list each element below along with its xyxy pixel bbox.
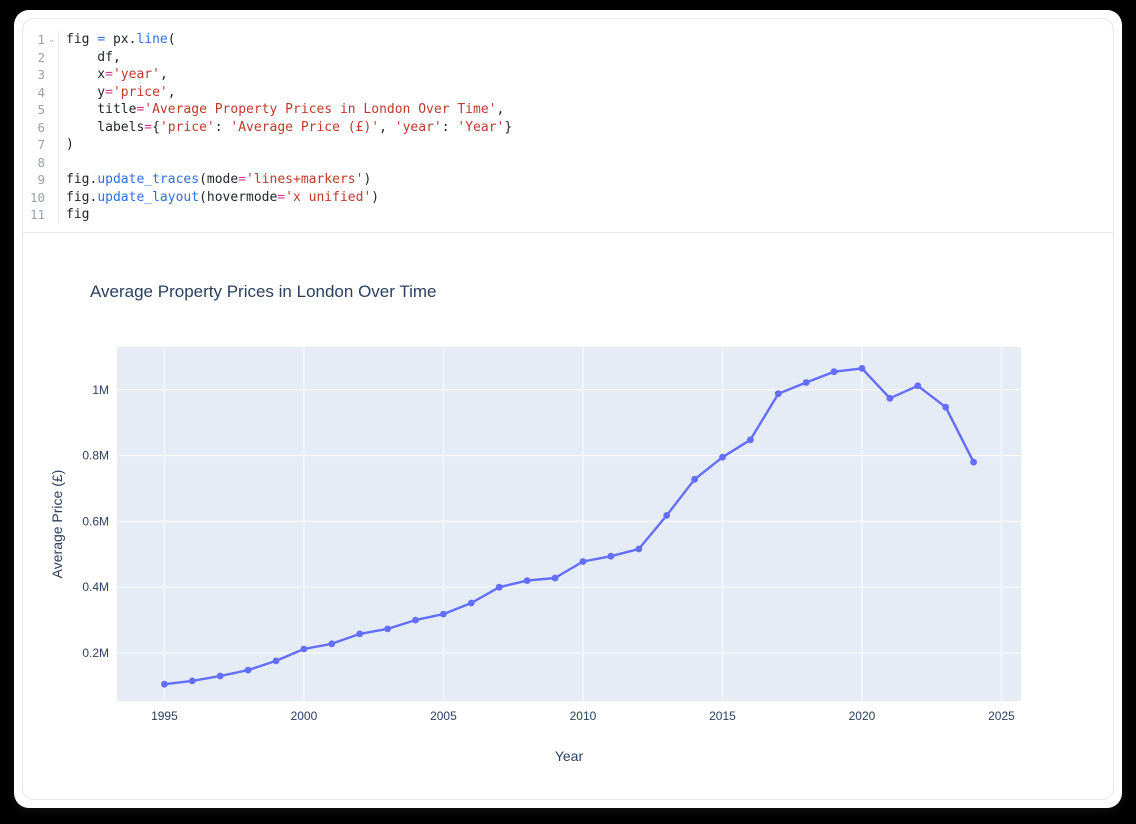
- data-point-marker[interactable]: [272, 657, 280, 664]
- data-point-marker[interactable]: [188, 677, 196, 684]
- code-text[interactable]: df,: [58, 48, 1113, 66]
- data-point-marker[interactable]: [244, 666, 252, 673]
- data-point-marker[interactable]: [942, 403, 950, 411]
- fold-spacer: [45, 49, 58, 67]
- plotly-chart[interactable]: 1995 2000 2005 2010 2015 2020 2025 0.2M 0.4M 0.6M…: [23, 233, 1114, 801]
- data-point-marker[interactable]: [412, 616, 419, 623]
- y-tick-label: 0.6M: [82, 514, 109, 528]
- code-text[interactable]: fig.update_traces(mode='lines+markers'): [58, 171, 1113, 189]
- code-line[interactable]: 7): [23, 136, 1113, 154]
- x-axis-title: Year: [555, 748, 584, 764]
- notebook-cell: 1 ⌄ fig = px.line(2 df, 3 x='year', 4 y='pri…: [22, 18, 1114, 800]
- code-text[interactable]: x='year',: [58, 66, 1113, 84]
- line-number: 10: [29, 189, 45, 205]
- data-point-marker[interactable]: [467, 599, 475, 606]
- data-point-marker[interactable]: [886, 394, 894, 402]
- cell-output: 1995 2000 2005 2010 2015 2020 2025 0.2M 0.4M 0.6M…: [23, 233, 1114, 801]
- y-tick-label: 0.4M: [82, 580, 109, 594]
- code-text[interactable]: labels={'price': 'Average Price (£)', 'y…: [58, 118, 1113, 136]
- line-number: 7: [37, 137, 45, 152]
- line-number: 4: [37, 84, 45, 100]
- code-line[interactable]: 11 fig: [23, 206, 1113, 224]
- line-number: 5: [37, 102, 45, 117]
- code-line[interactable]: 4 y='price',: [23, 83, 1113, 102]
- x-tick-label: 2015: [709, 709, 736, 723]
- data-point-marker[interactable]: [551, 574, 559, 581]
- code-line[interactable]: 10 fig.update_layout(hovermode='x unified…: [23, 188, 1113, 207]
- data-point-marker[interactable]: [635, 545, 643, 552]
- data-point-marker[interactable]: [161, 680, 168, 688]
- code-line[interactable]: 6 labels={'price': 'Average Price (£)', …: [23, 118, 1113, 137]
- data-point-marker[interactable]: [356, 630, 364, 637]
- line-number: 11: [29, 207, 45, 222]
- code-line[interactable]: 5 title='Average Property Prices in Lond…: [23, 101, 1113, 119]
- data-point-marker[interactable]: [691, 475, 698, 483]
- data-point-marker[interactable]: [216, 672, 224, 679]
- data-point-marker[interactable]: [579, 557, 587, 565]
- y-tick-label: 0.8M: [82, 448, 109, 462]
- x-tick-label: 2005: [430, 709, 457, 723]
- data-point-marker[interactable]: [774, 389, 782, 397]
- code-text[interactable]: y='price',: [58, 83, 1113, 101]
- code-line[interactable]: 8: [23, 153, 1113, 172]
- data-point-marker[interactable]: [328, 639, 336, 647]
- code-text[interactable]: fig = px.line(: [58, 31, 1113, 49]
- data-point-marker[interactable]: [719, 453, 726, 461]
- code-line[interactable]: 1 ⌄ fig = px.line(: [23, 31, 1113, 49]
- line-number: 6: [37, 119, 45, 135]
- line-number: 3: [37, 67, 45, 82]
- fold-spacer: [45, 154, 58, 172]
- code-editor[interactable]: 1 ⌄ fig = px.line(2 df, 3 x='year', 4 y='pri…: [23, 19, 1113, 232]
- fold-spacer: [45, 101, 58, 119]
- code-text[interactable]: title='Average Property Prices in London…: [58, 101, 1113, 119]
- plot-background[interactable]: [117, 346, 1021, 701]
- data-point-marker[interactable]: [440, 610, 447, 617]
- code-text[interactable]: [58, 153, 1113, 171]
- fold-spacer: [45, 171, 58, 189]
- y-axis-title: Average Price (£): [49, 469, 65, 578]
- code-line[interactable]: 2 df,: [23, 48, 1113, 67]
- data-point-marker[interactable]: [495, 583, 503, 591]
- fold-spacer: [45, 66, 58, 84]
- chart-title: Average Property Prices in London Over T…: [90, 282, 436, 301]
- line-number: 8: [37, 154, 45, 170]
- data-point-marker[interactable]: [607, 552, 615, 560]
- line-number: 1: [37, 32, 45, 47]
- fold-spacer: [45, 206, 58, 224]
- x-tick-label: 2000: [291, 709, 318, 723]
- y-tick-label: 0.2M: [82, 645, 109, 659]
- data-point-marker[interactable]: [914, 381, 922, 389]
- fold-spacer: [45, 189, 58, 207]
- x-tick-label: 2020: [849, 709, 876, 723]
- fold-spacer: [45, 84, 58, 102]
- code-line[interactable]: 3 x='year',: [23, 66, 1113, 84]
- line-number: 9: [37, 172, 45, 187]
- y-tick-label: 1M: [92, 382, 109, 396]
- code-text[interactable]: fig: [58, 206, 1113, 224]
- data-point-marker[interactable]: [747, 435, 754, 443]
- fold-chevron-icon[interactable]: ⌄: [47, 34, 56, 44]
- data-point-marker[interactable]: [802, 378, 810, 386]
- x-tick-label: 1995: [151, 709, 178, 723]
- fold-spacer: [45, 136, 58, 154]
- data-point-marker[interactable]: [970, 458, 977, 465]
- data-point-marker[interactable]: [384, 625, 391, 632]
- series-line[interactable]: [163, 366, 975, 685]
- line-number: 2: [37, 49, 45, 65]
- data-point-marker[interactable]: [523, 576, 531, 584]
- fold-spacer: [45, 119, 58, 137]
- data-point-marker[interactable]: [300, 645, 308, 652]
- editor-output-divider: [23, 231, 1113, 233]
- notebook-card: 1 ⌄ fig = px.line(2 df, 3 x='year', 4 y='pri…: [14, 10, 1122, 808]
- code-text[interactable]: ): [58, 136, 1113, 154]
- x-tick-label: 2010: [570, 709, 597, 723]
- code-text[interactable]: fig.update_layout(hovermode='x unified'): [58, 188, 1113, 206]
- data-point-marker[interactable]: [830, 367, 838, 375]
- x-tick-label: 2025: [988, 709, 1015, 723]
- data-point-marker[interactable]: [663, 511, 671, 519]
- code-line[interactable]: 9 fig.update_traces(mode='lines+markers'): [23, 171, 1113, 189]
- data-point-marker[interactable]: [858, 364, 866, 372]
